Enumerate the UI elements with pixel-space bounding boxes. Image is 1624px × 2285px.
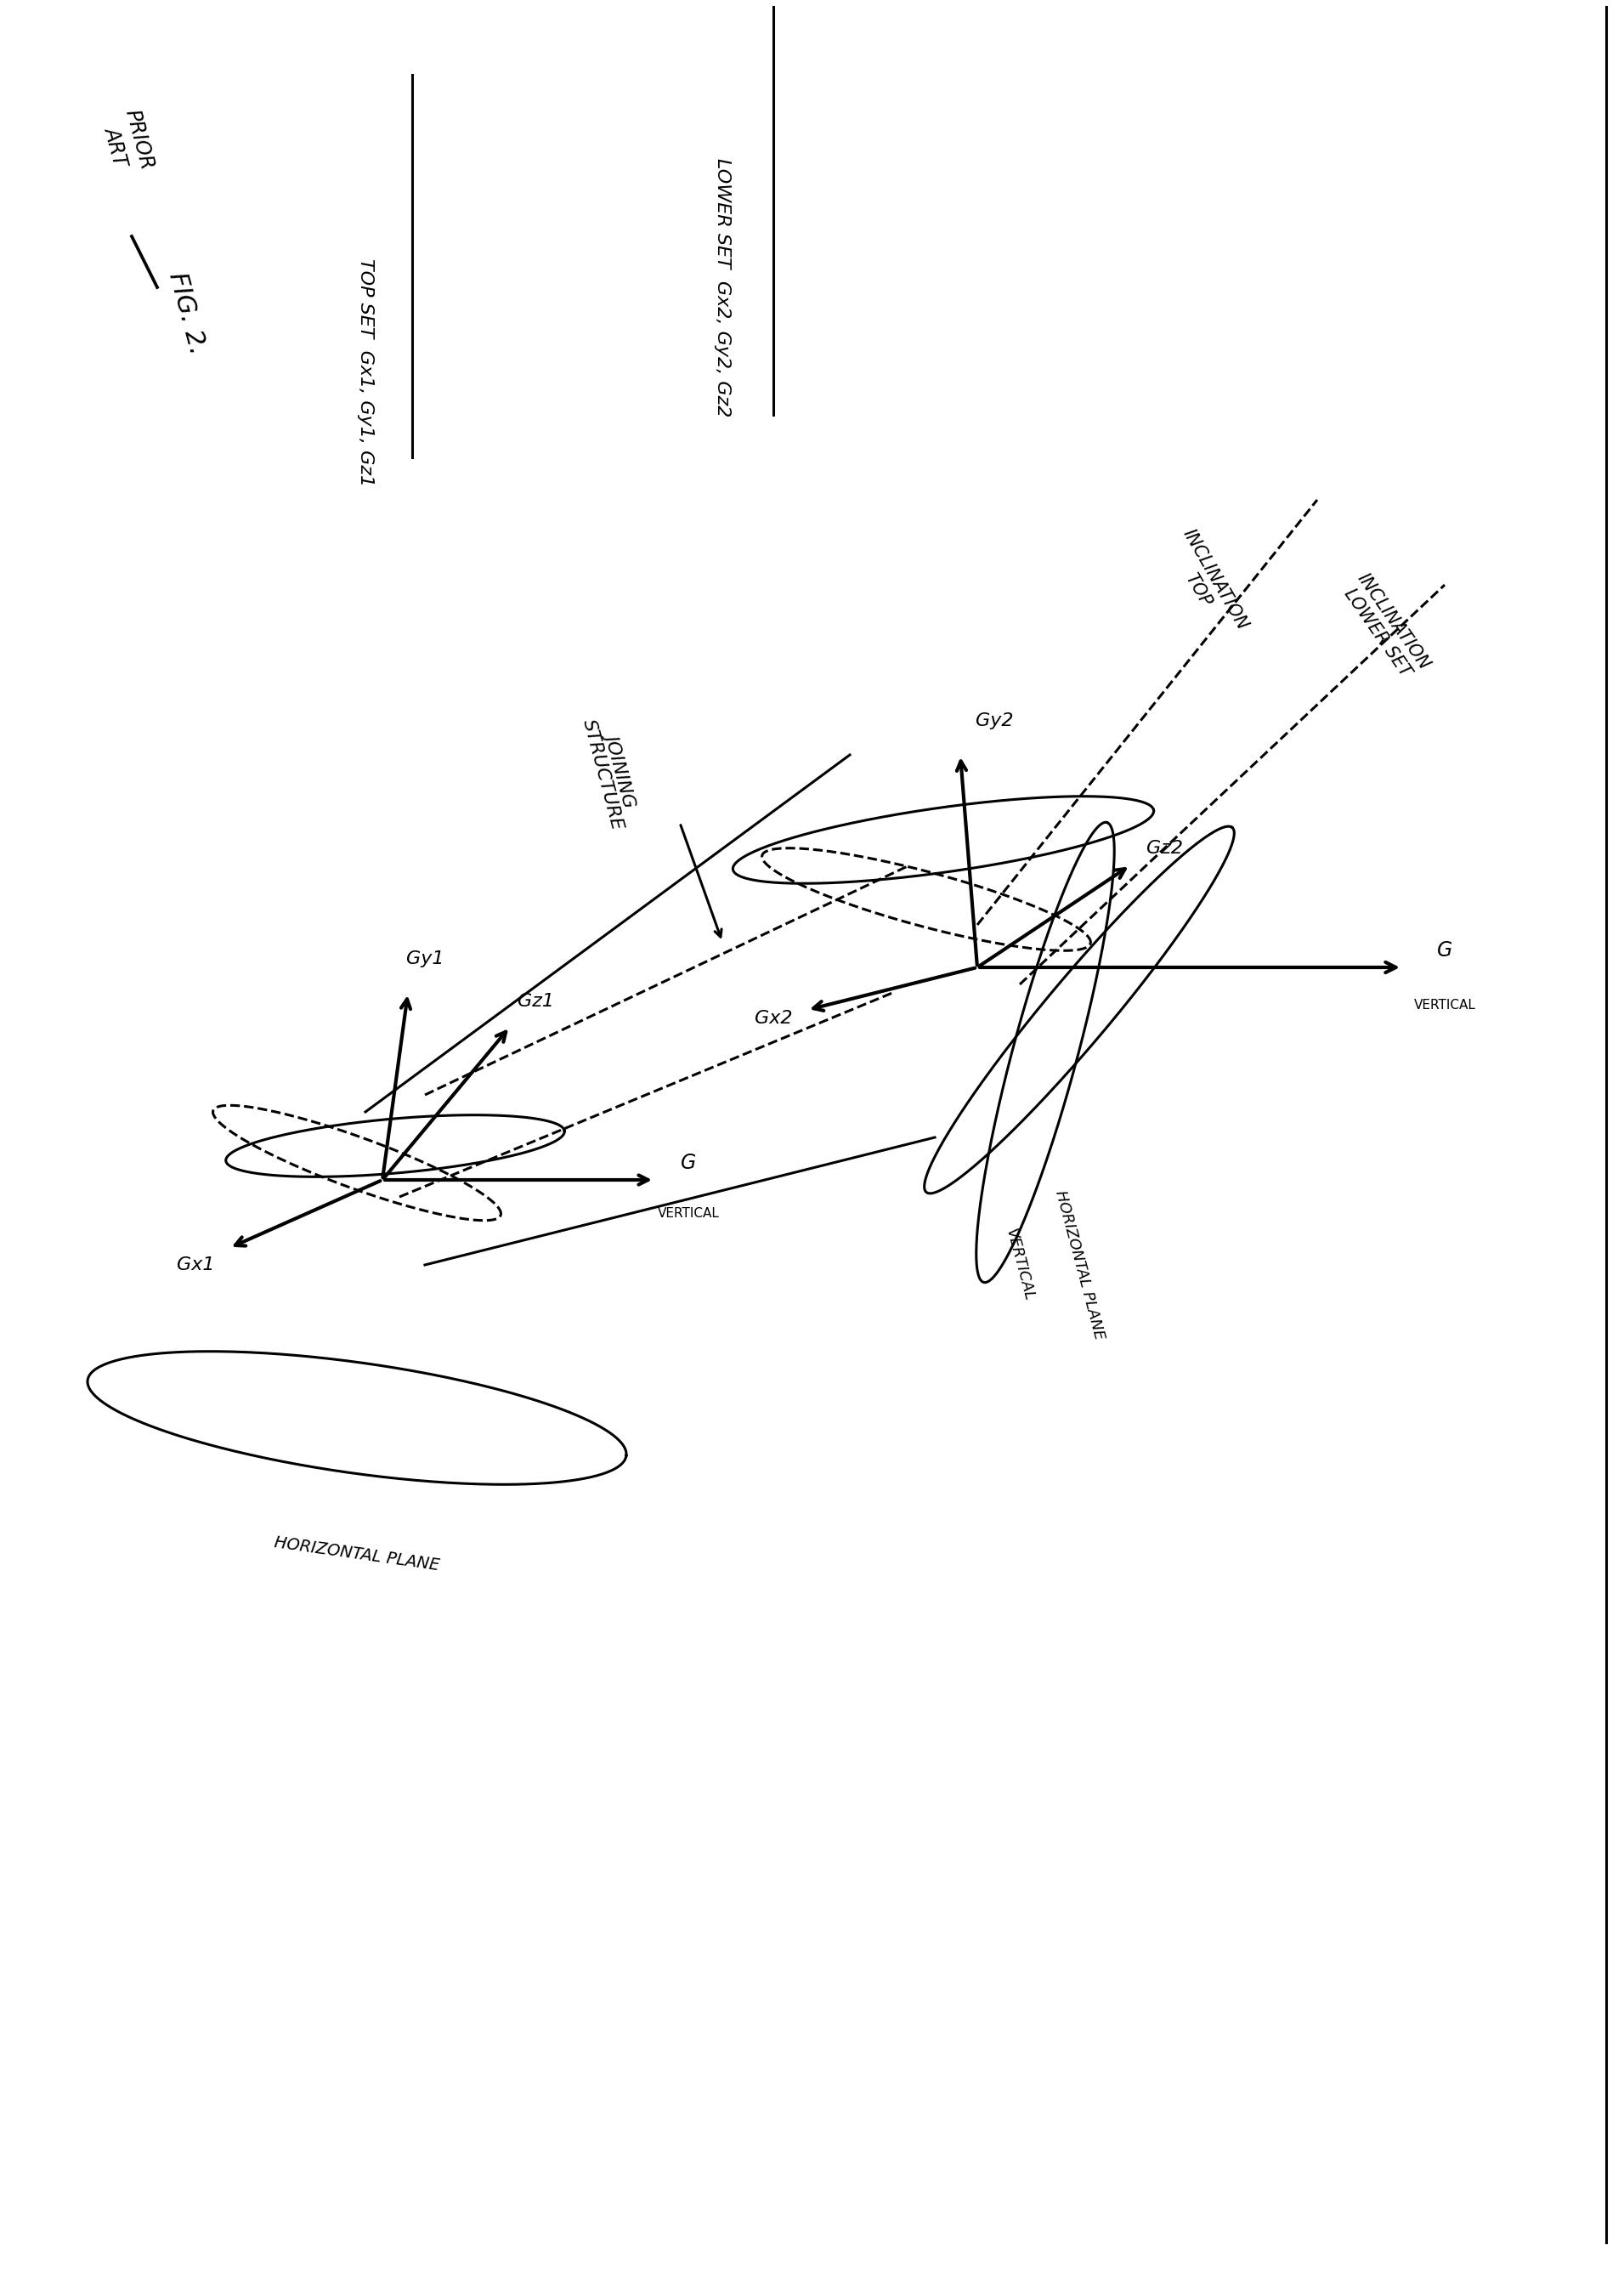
Text: Gz1: Gz1 bbox=[516, 994, 554, 1010]
Text: PRIOR
ART: PRIOR ART bbox=[97, 107, 158, 178]
Text: JOINING
STRUCTURE: JOINING STRUCTURE bbox=[580, 713, 645, 832]
Text: FIG. 2.: FIG. 2. bbox=[164, 270, 209, 356]
Text: HORIZONTAL PLANE: HORIZONTAL PLANE bbox=[1052, 1188, 1106, 1341]
Text: Gz2: Gz2 bbox=[1147, 841, 1182, 857]
Text: INCLINATION
LOWER SET: INCLINATION LOWER SET bbox=[1338, 571, 1432, 683]
Text: Gx1: Gx1 bbox=[177, 1257, 214, 1273]
Text: G: G bbox=[680, 1152, 697, 1172]
Text: VERTICAL: VERTICAL bbox=[1415, 999, 1476, 1012]
Text: VERTICAL: VERTICAL bbox=[658, 1206, 719, 1220]
Text: Gx2: Gx2 bbox=[755, 1010, 793, 1026]
Text: INCLINATION
TOP: INCLINATION TOP bbox=[1163, 526, 1250, 642]
Text: TOP SET  Gx1, Gy1, Gz1: TOP SET Gx1, Gy1, Gz1 bbox=[357, 258, 374, 487]
Text: G: G bbox=[1437, 939, 1452, 960]
Text: LOWER SET  Gx2, Gy2, Gz2: LOWER SET Gx2, Gy2, Gz2 bbox=[715, 158, 731, 416]
Text: HORIZONTAL PLANE: HORIZONTAL PLANE bbox=[273, 1533, 440, 1574]
Text: VERTICAL: VERTICAL bbox=[1002, 1227, 1036, 1302]
Text: Gy2: Gy2 bbox=[976, 713, 1013, 729]
Text: Gy1: Gy1 bbox=[406, 951, 443, 967]
